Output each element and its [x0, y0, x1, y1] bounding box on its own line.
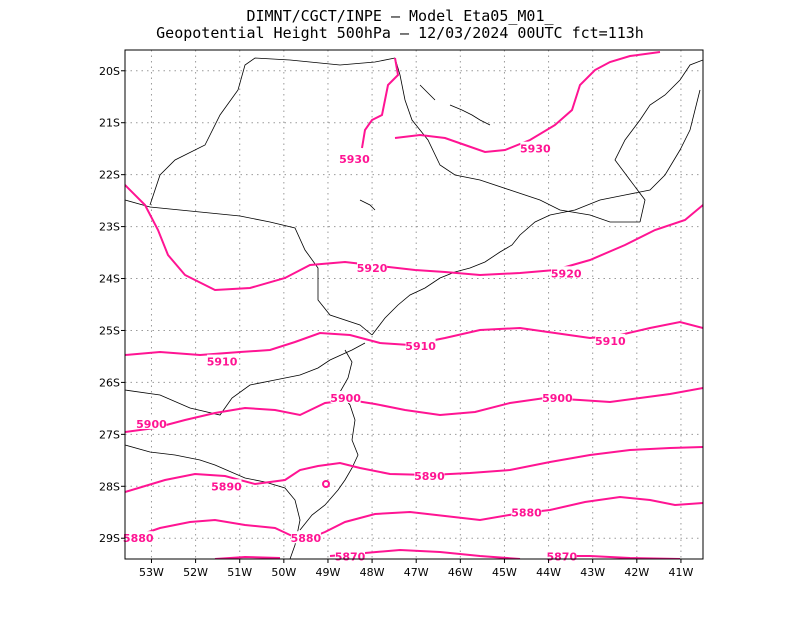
- lat-tick-label: 28S: [99, 480, 120, 493]
- axis-ticks: 53W 52W 51W 50W 49W 48W 47W 46W 45W 44W 43W 42W 41W 2…: [99, 65, 693, 579]
- contour-label: 5870: [335, 550, 366, 563]
- contour-5930-east: [394, 51, 661, 154]
- state-border-path: [614, 59, 703, 223]
- contour-label: 5930: [520, 143, 551, 156]
- lon-tick-label: 41W: [669, 566, 694, 579]
- state-border-path: [125, 342, 366, 416]
- contour-label: 5890: [414, 470, 445, 483]
- contour-label-bg: [123, 531, 154, 544]
- lat-tick-label: 25S: [99, 324, 120, 337]
- lon-tick-label: 52W: [183, 566, 208, 579]
- title-line-1: DIMNT/CGCT/INPE – Model Eta05_M01_: [246, 7, 554, 25]
- contour-label: 5910: [595, 335, 626, 348]
- contour-label-bg: [357, 261, 388, 274]
- state-border-path: [394, 57, 640, 223]
- lat-tick-label: 20S: [99, 65, 120, 78]
- lat-tick-label: 29S: [99, 532, 120, 545]
- state-border-path: [359, 199, 376, 211]
- lon-tick-label: 48W: [360, 566, 385, 579]
- state-border-path: [149, 57, 396, 206]
- contour-5920: [125, 184, 703, 292]
- coastline-path: [299, 349, 359, 531]
- contour-label-bg: [136, 416, 167, 429]
- contour-label: 5900: [330, 392, 361, 405]
- contour-label-bg: [542, 390, 573, 403]
- contour-label-bg: [330, 390, 361, 403]
- contour-label: 5930: [339, 153, 370, 166]
- lon-tick-label: 49W: [316, 566, 341, 579]
- coastline-path: [371, 89, 701, 336]
- contour-label-bg: [211, 479, 242, 492]
- contour-label-bg: [405, 339, 436, 352]
- lon-tick-label: 53W: [139, 566, 164, 579]
- state-border-path: [449, 104, 491, 126]
- contour-label-bg: [335, 549, 366, 562]
- lon-tick-label: 46W: [448, 566, 473, 579]
- contour-5900: [125, 387, 703, 433]
- lon-tick-label: 44W: [536, 566, 561, 579]
- contour-label-bg: [414, 468, 445, 481]
- contour-label: 5880: [511, 506, 542, 519]
- lat-tick-label: 24S: [99, 273, 120, 286]
- plot-frame: [124, 49, 704, 560]
- contour-5890: [125, 446, 703, 493]
- contour-5870: [214, 555, 281, 559]
- contour-label: 5890: [211, 480, 242, 493]
- lat-tick-label: 22S: [99, 169, 120, 182]
- state-border-path: [419, 84, 436, 101]
- contour-label: 5900: [136, 418, 167, 431]
- contour-closed-loop: [322, 480, 330, 488]
- contour-label: 5910: [405, 340, 436, 353]
- contour-label: 5870: [546, 550, 577, 563]
- lat-tick-label: 27S: [99, 428, 120, 441]
- lon-tick-label: 42W: [624, 566, 649, 579]
- lat-tick-label: 26S: [99, 376, 120, 389]
- contour-label-bg: [546, 549, 577, 562]
- state-border-path: [125, 444, 301, 559]
- lon-tick-label: 50W: [271, 566, 296, 579]
- lat-tick-label: 23S: [99, 221, 120, 234]
- contour-label-layer: 5930 5930 5920 5920 5910 5910 5910 5900 5900 5900…: [123, 141, 626, 563]
- contour-label: 5920: [551, 267, 582, 280]
- coastline-borders: [125, 57, 703, 559]
- contour-label: 5910: [207, 356, 238, 369]
- lon-tick-label: 43W: [580, 566, 605, 579]
- contour-label: 5900: [542, 392, 573, 405]
- state-border-path: [125, 199, 373, 336]
- contour-label-bg: [595, 333, 626, 346]
- contour-label-bg: [520, 141, 551, 154]
- lat-tick-label: 21S: [99, 117, 120, 130]
- contour-label: 5920: [357, 262, 388, 275]
- lon-tick-label: 45W: [492, 566, 517, 579]
- lon-tick-label: 47W: [404, 566, 429, 579]
- contour-5880: [125, 495, 703, 542]
- contour-label-bg: [207, 354, 238, 367]
- contour-label-bg: [339, 152, 370, 165]
- contour-label-bg: [290, 531, 321, 544]
- title-line-2: Geopotential Height 500hPa – 12/03/2024 …: [156, 24, 644, 42]
- lon-tick-label: 51W: [227, 566, 252, 579]
- contour-label-bg: [511, 505, 542, 518]
- contour-label: 5880: [123, 532, 154, 545]
- contour-5930-west: [361, 57, 400, 149]
- contour-label-bg: [551, 266, 582, 279]
- contour-label: 5880: [291, 532, 322, 545]
